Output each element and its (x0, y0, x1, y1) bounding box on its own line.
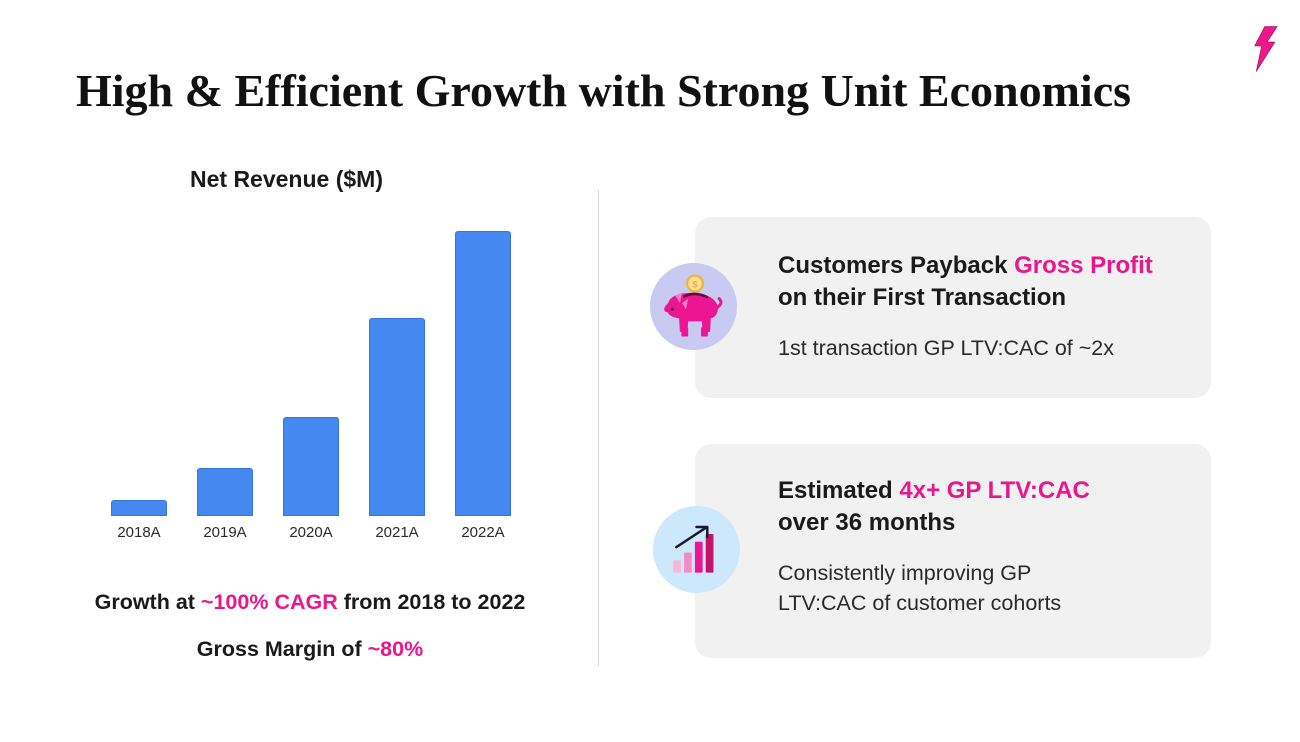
svg-text:$: $ (692, 279, 697, 289)
